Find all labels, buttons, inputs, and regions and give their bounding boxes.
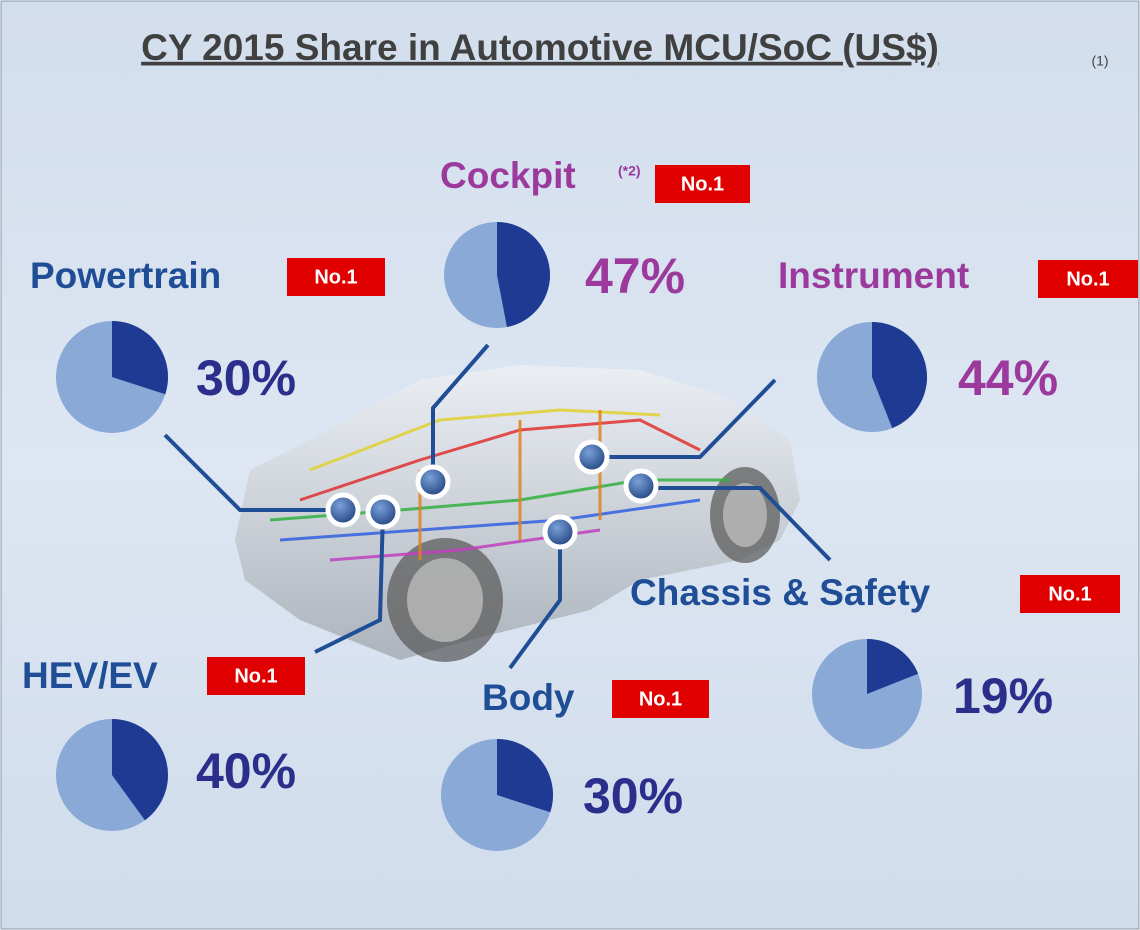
chart-title: Body [482, 677, 575, 718]
badge-label: No.1 [1066, 268, 1109, 290]
page-title: CY 2015 Share in Automotive MCU/SoC (US$… [141, 27, 939, 68]
badge-label: No.1 [234, 665, 277, 687]
value-label: 19% [953, 668, 1053, 724]
footnote: (1) [1091, 53, 1108, 69]
pie-slice [112, 321, 168, 395]
pie-slice [497, 222, 551, 328]
chart-title: HEV/EV [22, 655, 158, 696]
pie-slice [872, 322, 927, 429]
pie-slice [867, 639, 919, 694]
badge [1038, 260, 1138, 298]
badge-label: No.1 [1048, 583, 1091, 605]
value-label: 30% [583, 768, 683, 824]
chart-title: Cockpit [440, 155, 576, 196]
pie-chart: Powertrain No.1 30% [30, 255, 385, 433]
pie-chart: Cockpit (*2) No.1 47% [440, 155, 750, 328]
badge [207, 657, 305, 695]
chart-title: Powertrain [30, 255, 221, 296]
badge-label: No.1 [314, 266, 357, 288]
connectors [163, 343, 832, 670]
value-label: 44% [958, 350, 1058, 406]
chart-title: Chassis & Safety [630, 572, 931, 613]
pie-slice [497, 739, 553, 813]
badge [287, 258, 385, 296]
value-label: 30% [196, 350, 296, 406]
chart-title: Instrument [778, 255, 969, 296]
badge-label: No.1 [681, 173, 724, 195]
badge-label: No.1 [639, 688, 682, 710]
pie-chart: Instrument No.1 44% [778, 255, 1138, 432]
value-label: 47% [585, 248, 685, 304]
pie-chart: Chassis & Safety No.1 19% [630, 572, 1120, 749]
value-label: 40% [196, 743, 296, 799]
badge [1020, 575, 1120, 613]
pie-chart: HEV/EV No.1 40% [22, 655, 305, 831]
badge [612, 680, 709, 718]
location-dots [325, 439, 659, 550]
note: (*2) [618, 163, 641, 179]
pie-chart: Body No.1 30% [441, 677, 709, 851]
pie-slice [112, 719, 169, 821]
badge [655, 165, 750, 203]
